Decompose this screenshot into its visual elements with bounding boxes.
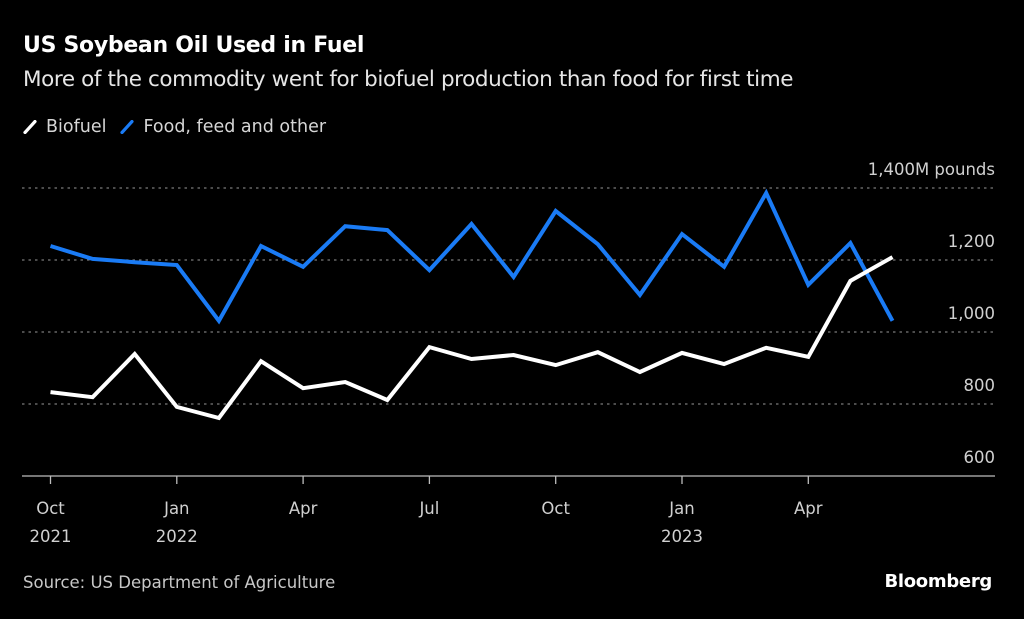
series-lines <box>49 188 895 421</box>
legend-item-food: Food, feed and other <box>120 117 326 137</box>
y-tick-label-600: 600 <box>964 448 996 467</box>
gridlines <box>22 187 995 405</box>
x-tick-label-2022-04: Apr <box>289 499 318 518</box>
x-tick-label-2023-04: Apr <box>794 499 823 518</box>
legend-item-biofuel: Biofuel <box>23 117 106 137</box>
x-tick-year-2021-10: 2021 <box>30 527 72 546</box>
y-tick-label-1200: 1,200 <box>948 232 995 251</box>
y-tick-label-1400: 1,400M pounds <box>868 160 995 179</box>
legend: Biofuel Food, feed and other <box>23 117 340 137</box>
x-axis: Oct 2021 Jan 2022 Apr Jul Oct Jan 2023 Apr <box>22 475 995 546</box>
chart-subtitle: More of the commodity went for biofuel p… <box>23 67 794 92</box>
x-tick-year-2023-01: 2023 <box>661 527 703 546</box>
x-tick-label-2022-07: Jul <box>418 499 439 518</box>
legend-label-biofuel: Biofuel <box>46 117 107 137</box>
bloomberg-logo: Bloomberg <box>884 571 992 592</box>
series-line-food-feed-and-other <box>49 188 895 325</box>
legend-label-food: Food, feed and other <box>143 117 327 137</box>
x-tick-label-2021-10: Oct <box>36 499 65 518</box>
legend-swatch-biofuel-icon <box>23 120 37 134</box>
y-tick-label-800: 800 <box>964 376 996 395</box>
source-note: Source: US Department of Agriculture <box>23 573 336 592</box>
y-axis-labels: 600 800 1,000 1,200 1,400M pounds <box>868 160 995 467</box>
x-tick-year-2022-01: 2022 <box>156 527 198 546</box>
x-tick-label-2022-01: Jan <box>163 499 189 518</box>
series-line-biofuel <box>50 255 894 421</box>
chart-title: US Soybean Oil Used in Fuel <box>23 33 365 58</box>
legend-swatch-food-icon <box>120 120 135 134</box>
y-tick-label-1000: 1,000 <box>948 304 995 323</box>
x-tick-label-2023-01: Jan <box>668 499 694 518</box>
x-tick-label-2022-10: Oct <box>541 499 570 518</box>
